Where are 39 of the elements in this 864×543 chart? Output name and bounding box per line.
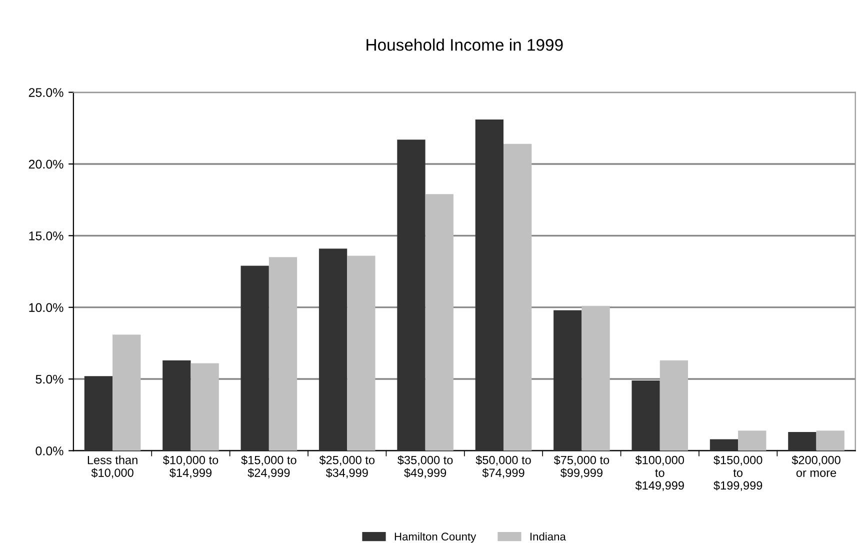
- bar: [347, 256, 376, 451]
- bar: [710, 439, 738, 451]
- x-tick-label: $200,000 or more: [792, 455, 840, 477]
- y-tick-label: 15.0%: [29, 231, 64, 240]
- x-tick-label: $25,000 to $34,999: [319, 455, 375, 478]
- bar: [475, 120, 504, 451]
- x-tick-label: Less than $10,000: [88, 456, 138, 478]
- x-tick-label: $10,000 to $14,999: [162, 455, 218, 478]
- legend-label: Indiana: [530, 532, 566, 541]
- bar: [112, 334, 141, 451]
- bar: [554, 310, 582, 451]
- bar: [632, 380, 660, 451]
- bar: [503, 144, 532, 451]
- x-tick-label: $150,000 to $199,999: [714, 455, 762, 492]
- bar: [660, 360, 688, 451]
- chart-title: Household Income in 1999: [366, 38, 563, 51]
- bar: [425, 194, 454, 451]
- bar: [268, 257, 298, 451]
- x-tick-label: $15,000 to $24,999: [241, 455, 296, 478]
- y-tick-label: 25.0%: [28, 88, 64, 97]
- bar: [816, 430, 844, 451]
- x-tick-label: $35,000 to $49,999: [398, 455, 453, 478]
- bar: [397, 140, 426, 451]
- bar: [788, 432, 816, 451]
- bar: [190, 363, 219, 451]
- bar: [318, 248, 348, 451]
- bar: [738, 430, 766, 451]
- y-tick-label: 0.0%: [36, 446, 64, 456]
- y-tick-label: 20.0%: [28, 160, 64, 169]
- legend-label: Hamilton County: [394, 532, 476, 543]
- bar: [582, 306, 610, 451]
- x-tick-label: $100,000 to $149,999: [635, 455, 684, 492]
- y-tick-label: 5.0%: [36, 374, 64, 384]
- x-tick-label: $50,000 to $74,999: [476, 455, 531, 478]
- bar: [240, 266, 269, 451]
- y-tick-label: 10.0%: [29, 303, 64, 312]
- bar: [84, 376, 113, 451]
- bar: [162, 360, 191, 451]
- x-tick-label: $75,000 to $99,999: [554, 455, 610, 478]
